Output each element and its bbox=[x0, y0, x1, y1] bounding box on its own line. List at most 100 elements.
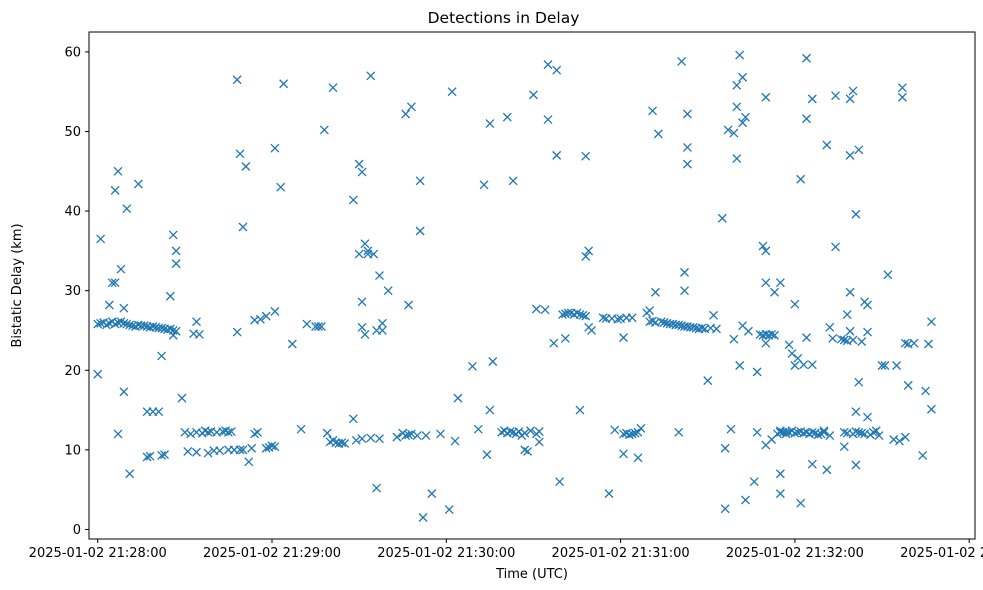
y-axis: 0 10 20 30 40 50 60 bbox=[64, 45, 89, 538]
data-point bbox=[558, 310, 567, 320]
data-point bbox=[168, 230, 178, 240]
data-point bbox=[575, 310, 585, 320]
data-point bbox=[796, 174, 806, 184]
data-point bbox=[732, 80, 742, 90]
data-point bbox=[738, 118, 748, 128]
data-point bbox=[142, 452, 152, 462]
data-point bbox=[157, 351, 167, 361]
data-point bbox=[122, 204, 132, 214]
data-point bbox=[848, 335, 858, 345]
data-point bbox=[328, 83, 338, 93]
data-point bbox=[337, 438, 347, 448]
data-point bbox=[839, 335, 849, 345]
data-point bbox=[296, 424, 306, 434]
data-point bbox=[203, 427, 213, 437]
data-point bbox=[581, 251, 591, 261]
data-point bbox=[630, 428, 640, 438]
data-point bbox=[534, 437, 544, 447]
data-point bbox=[790, 428, 800, 438]
data-point bbox=[238, 445, 248, 455]
data-point bbox=[412, 431, 422, 440]
data-point bbox=[633, 427, 643, 437]
data-point bbox=[697, 323, 707, 333]
data-point bbox=[406, 429, 416, 439]
data-point bbox=[857, 428, 867, 438]
data-point bbox=[578, 310, 588, 320]
data-point bbox=[851, 460, 861, 470]
x-axis: 2025-01-02 21:28:00 2025-01-02 21:29:00 20… bbox=[29, 539, 983, 561]
data-point bbox=[363, 246, 373, 256]
data-point bbox=[107, 278, 117, 288]
data-point bbox=[854, 377, 864, 387]
data-point bbox=[653, 129, 663, 139]
x-tick-label: 2025-01-02 21:28:00 bbox=[29, 546, 167, 561]
data-point bbox=[857, 337, 867, 347]
data-point bbox=[619, 449, 628, 459]
data-point bbox=[799, 360, 809, 370]
data-point bbox=[543, 115, 553, 125]
data-point bbox=[377, 326, 387, 335]
data-point bbox=[340, 439, 350, 448]
data-point bbox=[749, 477, 759, 487]
data-point bbox=[735, 50, 745, 60]
data-point bbox=[720, 443, 730, 453]
data-point bbox=[807, 427, 817, 437]
data-point bbox=[232, 327, 242, 337]
data-point bbox=[171, 246, 181, 256]
data-point bbox=[357, 434, 367, 444]
data-point bbox=[732, 154, 742, 164]
data-point bbox=[645, 306, 655, 316]
data-point bbox=[682, 159, 692, 169]
data-point bbox=[267, 441, 277, 451]
data-point bbox=[563, 308, 573, 318]
data-point bbox=[761, 92, 771, 102]
data-point bbox=[183, 446, 193, 456]
data-point bbox=[436, 429, 445, 439]
data-point bbox=[775, 278, 785, 288]
data-point bbox=[133, 179, 143, 189]
data-point bbox=[648, 106, 658, 116]
data-point bbox=[729, 128, 739, 138]
data-point bbox=[508, 176, 518, 186]
data-point bbox=[145, 451, 155, 461]
data-point bbox=[790, 361, 800, 370]
data-point bbox=[247, 443, 257, 453]
data-point bbox=[761, 338, 771, 348]
data-point bbox=[807, 459, 817, 469]
data-point bbox=[895, 436, 904, 446]
data-point bbox=[863, 300, 872, 310]
data-point bbox=[807, 360, 817, 370]
data-point bbox=[720, 504, 730, 514]
data-point bbox=[680, 267, 689, 277]
data-point bbox=[276, 182, 286, 192]
data-point bbox=[348, 414, 358, 424]
data-point bbox=[110, 185, 120, 195]
data-point bbox=[842, 310, 852, 320]
data-point bbox=[729, 334, 739, 344]
data-point bbox=[96, 318, 106, 328]
data-point bbox=[488, 357, 498, 366]
data-point bbox=[369, 249, 379, 259]
y-tick-label: 0 bbox=[73, 523, 81, 538]
data-point bbox=[581, 151, 591, 161]
data-point bbox=[540, 305, 550, 315]
data-point bbox=[226, 427, 236, 437]
data-point bbox=[770, 330, 780, 340]
data-point bbox=[232, 75, 242, 85]
data-point bbox=[892, 361, 902, 370]
data-point bbox=[871, 426, 881, 436]
data-point bbox=[619, 333, 628, 343]
data-point bbox=[383, 286, 393, 296]
data-point bbox=[302, 319, 312, 329]
data-point bbox=[723, 125, 733, 135]
data-point bbox=[116, 264, 126, 274]
data-point bbox=[119, 303, 129, 313]
data-point bbox=[752, 367, 762, 377]
data-point bbox=[215, 446, 225, 456]
data-markers bbox=[93, 50, 936, 522]
data-point bbox=[790, 299, 800, 309]
data-point bbox=[122, 319, 132, 329]
data-point bbox=[160, 450, 169, 460]
data-point bbox=[401, 109, 411, 119]
